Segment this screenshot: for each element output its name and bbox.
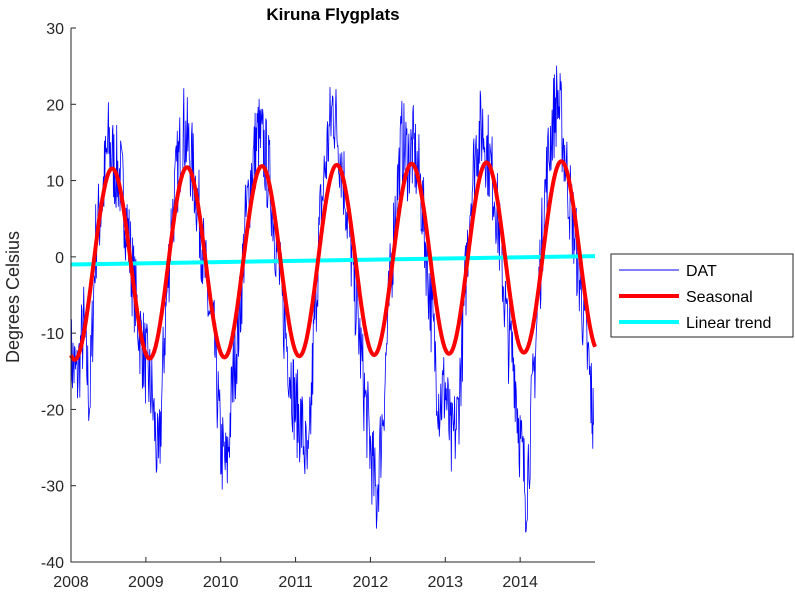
legend-label-dat: DAT — [686, 263, 717, 280]
legend-label-seasonal: Seasonal — [686, 289, 753, 306]
series-dat-line — [70, 65, 594, 533]
x-tick-label: 2011 — [278, 574, 313, 591]
x-tick-label: 2009 — [128, 574, 164, 591]
y-tick-label: 30 — [46, 21, 64, 38]
series-linear-trend-line — [70, 254, 596, 267]
x-tick-label: 2014 — [502, 574, 538, 591]
y-tick-label: -10 — [41, 326, 64, 343]
x-tick-label: 2013 — [427, 574, 463, 591]
y-axis-label: Degrees Celsius — [3, 231, 23, 363]
y-tick-label: -40 — [41, 555, 64, 572]
series-seasonal-line — [69, 159, 597, 362]
y-tick-label: 10 — [46, 174, 64, 191]
legend: DAT Seasonal Linear trend — [610, 253, 794, 338]
x-tick-label: 2010 — [203, 574, 239, 591]
y-tick-label: -20 — [41, 402, 64, 419]
y-tick-label: -30 — [41, 479, 64, 496]
x-tick-label: 2008 — [53, 574, 89, 591]
series-layer — [69, 65, 597, 533]
x-tick-label: 2012 — [353, 574, 389, 591]
y-tick-label: 0 — [55, 250, 64, 267]
y-tick-label: 20 — [46, 97, 64, 114]
chart-title: Kiruna Flygplats — [266, 5, 399, 24]
legend-label-linear-trend: Linear trend — [686, 315, 771, 332]
